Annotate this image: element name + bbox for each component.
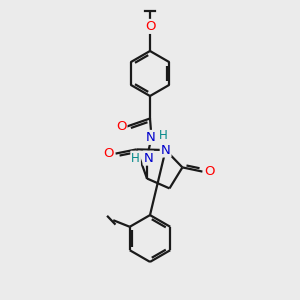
- Text: N: N: [161, 143, 170, 157]
- Text: H: H: [158, 129, 167, 142]
- Text: O: O: [104, 147, 114, 160]
- Text: O: O: [145, 20, 156, 33]
- Text: N: N: [146, 131, 155, 144]
- Text: H: H: [131, 152, 140, 165]
- Text: O: O: [116, 120, 127, 133]
- Text: O: O: [204, 165, 214, 178]
- Text: N: N: [144, 152, 153, 165]
